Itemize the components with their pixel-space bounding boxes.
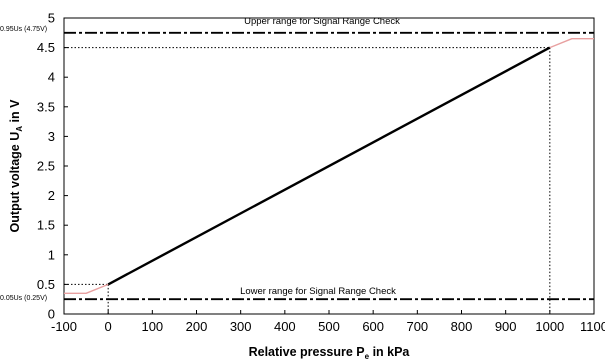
x-tick-label: 1000 <box>535 319 564 334</box>
clamp-segment-line <box>549 38 594 49</box>
y-tick-label: 1.5 <box>37 218 55 233</box>
clamp-segment-line <box>64 283 109 294</box>
y-tick-label: 5 <box>48 11 55 26</box>
x-axis-title: Relative pressure Pe in kPa <box>249 345 411 361</box>
x-tick-label: 400 <box>274 319 296 334</box>
upper-range-label: Upper range for Signal Range Check <box>244 16 400 27</box>
x-tick-label: 900 <box>495 319 517 334</box>
y-tick-label: 4 <box>48 70 55 85</box>
x-tick-label: 1100 <box>580 319 605 334</box>
x-tick-label: 800 <box>451 319 473 334</box>
y-tick-label: 2 <box>48 188 55 203</box>
y-tick-label: 4.5 <box>37 40 55 55</box>
x-tick-label: 600 <box>362 319 384 334</box>
reference-lines <box>64 31 594 301</box>
upper-range-tick-label: 0.95Us (4.75V) <box>0 26 47 33</box>
y-tick-label: 0 <box>48 307 55 322</box>
y-tick-label: 2.5 <box>37 159 55 174</box>
x-tick-label: 100 <box>141 319 163 334</box>
y-tick-label: 1 <box>48 247 55 262</box>
y-axis-title: Output voltage UA in V <box>8 99 24 233</box>
lower-range-tick-label: 0.05Us (0.25V) <box>0 295 47 302</box>
y-tick-label: 0.5 <box>37 277 55 292</box>
x-tick-label: 0 <box>105 319 112 334</box>
x-tick-label: -100 <box>51 319 77 334</box>
x-axis-ticks: -100 0 100 200 300 400 500 600 700 800 900 1000 1100 <box>51 310 605 334</box>
output-voltage-line <box>107 46 551 286</box>
lower-range-label: Lower range for Signal Range Check <box>240 286 396 297</box>
y-axis-ticks: 0 0.5 1 1.5 2 2.5 3 3.5 4 4.5 5 <box>37 11 68 322</box>
x-tick-label: 700 <box>406 319 428 334</box>
y-tick-label: 3.5 <box>37 99 55 114</box>
x-tick-label: 300 <box>230 319 252 334</box>
x-tick-label: 200 <box>186 319 208 334</box>
data-series <box>64 38 594 294</box>
x-tick-label: 500 <box>318 319 340 334</box>
y-tick-label: 3 <box>48 129 55 144</box>
